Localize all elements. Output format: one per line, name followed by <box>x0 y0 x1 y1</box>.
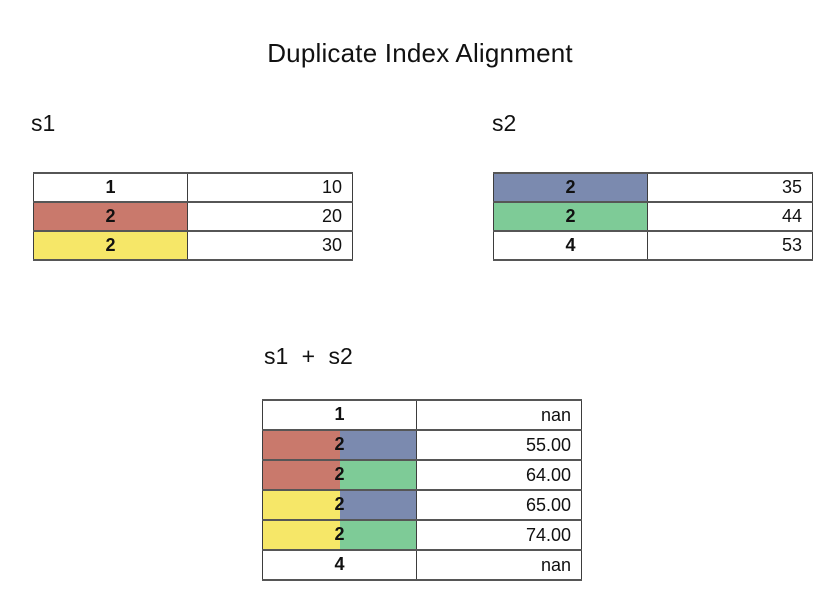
index-cell: 2 <box>493 172 648 203</box>
value-cell: 74.00 <box>416 519 582 551</box>
index-label: 4 <box>334 554 345 574</box>
table-row: 1 nan <box>262 399 582 431</box>
value-cell: 30 <box>187 230 353 261</box>
index-cell: 2 <box>262 459 417 491</box>
index-color-right <box>570 204 647 229</box>
index-cell: 4 <box>262 549 417 581</box>
table-row: 2 44 <box>493 201 813 232</box>
index-label: 2 <box>105 205 116 226</box>
index-cell: 2 <box>262 519 417 551</box>
index-label: 2 <box>565 176 576 197</box>
sum-table: 1 nan 2 55.00 2 64.00 <box>262 399 582 581</box>
table-row: 2 20 <box>33 201 353 232</box>
table-row: 2 64.00 <box>262 459 582 491</box>
index-cell: 2 <box>262 489 417 521</box>
index-label: 2 <box>105 234 116 255</box>
value-cell: 44 <box>647 201 813 232</box>
s1-label: s1 <box>31 110 56 136</box>
table-row: 2 55.00 <box>262 429 582 461</box>
index-cell: 1 <box>33 172 188 203</box>
index-color-right <box>110 175 187 200</box>
index-cell: 4 <box>493 230 648 261</box>
value-cell: 53 <box>647 230 813 261</box>
index-color-left <box>494 175 571 200</box>
value-cell: 64.00 <box>416 459 582 491</box>
index-color-right <box>339 522 416 548</box>
index-color-left <box>494 204 571 229</box>
index-cell: 2 <box>33 201 188 232</box>
table-row: 2 74.00 <box>262 519 582 551</box>
table-row: 4 nan <box>262 549 582 581</box>
value-cell: 10 <box>187 172 353 203</box>
index-color-left <box>263 492 340 518</box>
table-row: 2 35 <box>493 172 813 203</box>
index-color-right <box>570 233 647 258</box>
index-cell: 2 <box>262 429 417 461</box>
value-cell: 20 <box>187 201 353 232</box>
index-label: 2 <box>334 494 345 514</box>
index-color-right <box>570 175 647 200</box>
sum-label: s1 + s2 <box>264 343 353 369</box>
index-color-right <box>339 492 416 518</box>
s2-label: s2 <box>492 110 517 136</box>
table-row: 2 65.00 <box>262 489 582 521</box>
index-color-right <box>110 233 187 258</box>
index-color-left <box>263 462 340 488</box>
index-color-left <box>263 432 340 458</box>
index-color-right <box>339 402 416 428</box>
index-label: 2 <box>334 434 345 454</box>
value-cell: nan <box>416 549 582 581</box>
index-label: 2 <box>334 464 345 484</box>
index-cell: 2 <box>493 201 648 232</box>
s1-table: 1 10 2 20 2 30 <box>33 172 353 261</box>
table-row: 1 10 <box>33 172 353 203</box>
table-row: 4 53 <box>493 230 813 261</box>
index-label: 4 <box>565 234 576 255</box>
s2-table: 2 35 2 44 4 53 <box>493 172 813 261</box>
index-color-left <box>34 175 111 200</box>
index-color-right <box>339 552 416 578</box>
value-cell: 35 <box>647 172 813 203</box>
index-color-right <box>339 432 416 458</box>
index-label: 2 <box>565 205 576 226</box>
index-label: 1 <box>334 404 345 424</box>
index-color-left <box>263 552 340 578</box>
index-color-right <box>339 462 416 488</box>
value-cell: 55.00 <box>416 429 582 461</box>
index-color-left <box>34 233 111 258</box>
value-cell: 65.00 <box>416 489 582 521</box>
index-label: 1 <box>105 176 116 197</box>
figure-title: Duplicate Index Alignment <box>267 38 573 68</box>
index-color-left <box>263 402 340 428</box>
index-label: 2 <box>334 524 345 544</box>
index-color-right <box>110 204 187 229</box>
index-cell: 2 <box>33 230 188 261</box>
index-color-left <box>263 522 340 548</box>
index-cell: 1 <box>262 399 417 431</box>
value-cell: nan <box>416 399 582 431</box>
index-color-left <box>34 204 111 229</box>
index-color-left <box>494 233 571 258</box>
table-row: 2 30 <box>33 230 353 261</box>
